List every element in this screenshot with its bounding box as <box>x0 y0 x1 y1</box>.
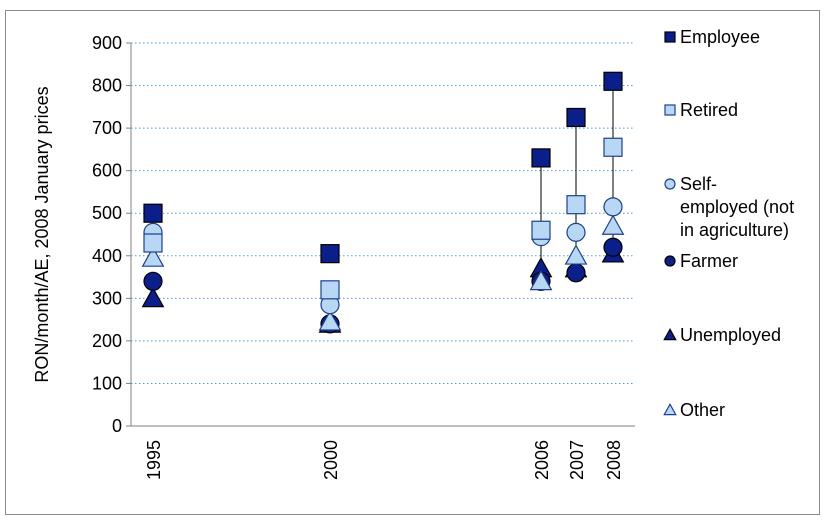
data-point-circle <box>566 263 586 283</box>
y-tick-label: 900 <box>92 33 122 53</box>
legend-marker <box>663 328 677 341</box>
y-tick-label: 500 <box>92 203 122 223</box>
y-tick-label: 600 <box>92 161 122 181</box>
y-tick-label: 400 <box>92 246 122 266</box>
data-point-square <box>603 71 623 91</box>
legend-label: in agriculture) <box>680 220 789 240</box>
y-tick-label: 800 <box>92 76 122 96</box>
legend-label: Self- <box>680 174 717 194</box>
data-point-triangle <box>564 244 588 265</box>
legend-label: Employee <box>680 27 760 47</box>
data-point-triangle <box>141 246 165 267</box>
legend-label: Unemployed <box>680 325 781 345</box>
x-tick-label: 2000 <box>321 440 341 480</box>
x-tick-label: 2008 <box>604 440 624 480</box>
data-point-square <box>566 195 586 215</box>
y-tick-label: 200 <box>92 331 122 351</box>
data-point-triangle <box>141 286 165 308</box>
y-tick-label: 100 <box>92 373 122 393</box>
x-tick-label: 2007 <box>567 440 587 480</box>
data-point-triangle <box>529 269 553 291</box>
y-axis-title: RON/month/AE, 2008 January prices <box>32 86 52 382</box>
legend-marker <box>663 403 677 416</box>
chart-frame <box>5 10 820 515</box>
y-tick-label: 700 <box>92 118 122 138</box>
legend-marker <box>664 31 676 43</box>
data-point-square <box>566 107 586 128</box>
data-point-circle <box>603 197 623 217</box>
data-point-square <box>320 244 340 264</box>
data-point-triangle <box>318 310 342 331</box>
data-point-circle <box>566 222 586 242</box>
legend-marker <box>664 104 676 116</box>
legend-label: Other <box>680 400 725 420</box>
legend-marker <box>664 255 676 267</box>
data-point-circle <box>603 237 623 257</box>
x-tick-label: 1995 <box>144 440 164 480</box>
data-point-square <box>320 280 340 300</box>
legend-marker <box>664 178 676 190</box>
data-point-square <box>603 137 623 157</box>
data-point-square <box>143 233 163 253</box>
data-point-circle <box>143 271 163 291</box>
data-point-square <box>531 148 551 168</box>
legend-label: Farmer <box>680 251 738 271</box>
data-point-triangle <box>601 214 625 235</box>
data-point-square <box>143 203 163 223</box>
y-tick-label: 0 <box>112 416 122 436</box>
y-tick-label: 300 <box>92 288 122 308</box>
x-tick-label: 2006 <box>532 440 552 480</box>
legend-label: Retired <box>680 100 738 120</box>
legend-label: employed (not <box>680 197 794 217</box>
data-point-square <box>531 220 551 240</box>
